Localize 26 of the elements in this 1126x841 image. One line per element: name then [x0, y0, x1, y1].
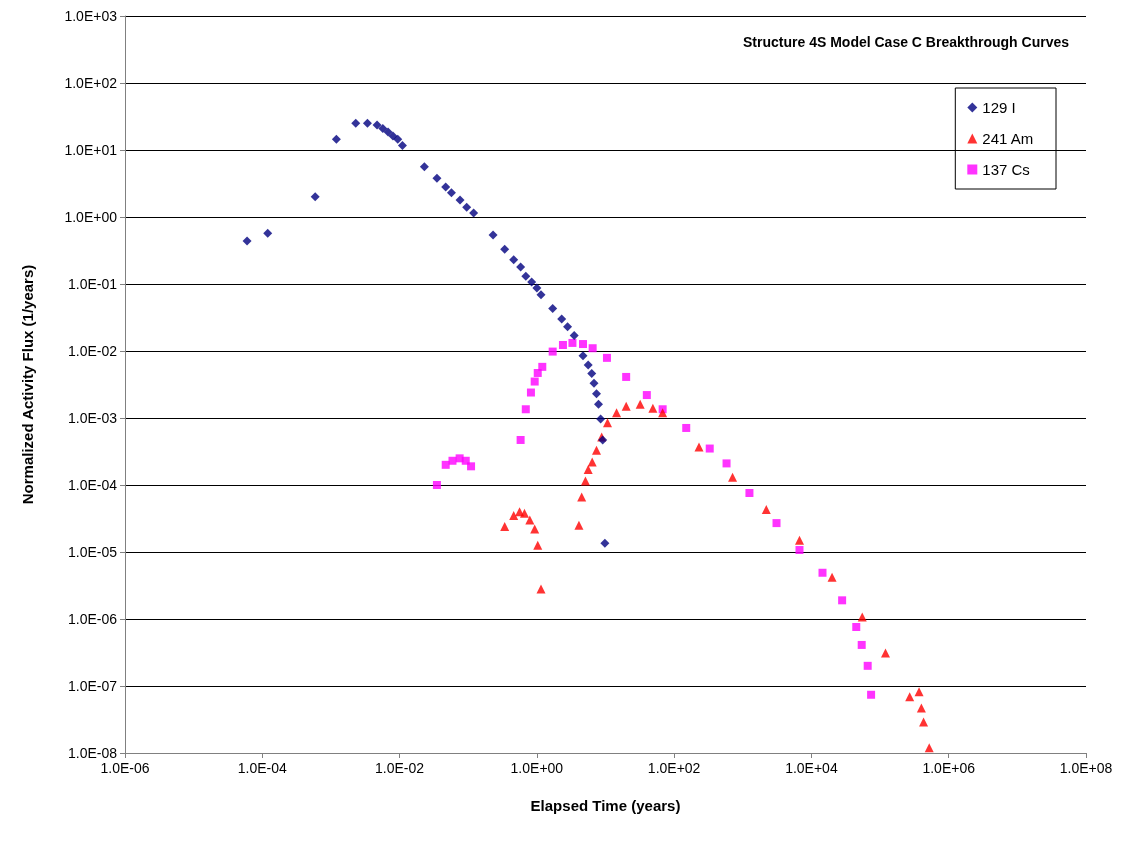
- x-tick-label: 1.0E+06: [922, 760, 976, 776]
- legend-label: 129 I: [982, 99, 1016, 116]
- y-tick-label: 1.0E-04: [67, 477, 118, 493]
- x-tick-label: 1.0E-06: [100, 760, 150, 776]
- y-axis-title: Normalized Activity Flux (1/years): [19, 264, 36, 505]
- y-tick-label: 1.0E-03: [67, 410, 118, 426]
- x-tick-label: 1.0E+00: [510, 760, 564, 776]
- x-axis-title: Elapsed Time (years): [530, 797, 681, 814]
- y-tick-label: 1.0E-01: [67, 276, 118, 292]
- text: Structure 4S Model Case C Breakthrough Curves: [743, 34, 1070, 50]
- x-tick-label: 1.0E+04: [785, 760, 838, 776]
- y-tick-label: 1.0E-08: [67, 745, 118, 761]
- y-tick-label: 1.0E+03: [64, 8, 118, 24]
- y-tick-label: 1.0E+00: [64, 209, 118, 225]
- y-tick-label: 1.0E-02: [67, 343, 118, 359]
- y-tick-label: 1.0E-07: [67, 678, 118, 694]
- x-tick-label: 1.0E+08: [1059, 760, 1113, 776]
- x-tick-label: 1.0E-04: [237, 760, 288, 776]
- x-tick-label: 1.0E-02: [375, 760, 425, 776]
- legend-label: 241 Am: [982, 130, 1034, 147]
- y-tick-label: 1.0E+01: [64, 142, 118, 158]
- x-tick-label: 1.0E+02: [647, 760, 701, 776]
- y-tick-label: 1.0E+02: [64, 75, 118, 91]
- y-tick-label: 1.0E-05: [67, 544, 118, 560]
- legend-label: 137 Cs: [982, 161, 1030, 178]
- y-tick-label: 1.0E-06: [67, 611, 118, 627]
